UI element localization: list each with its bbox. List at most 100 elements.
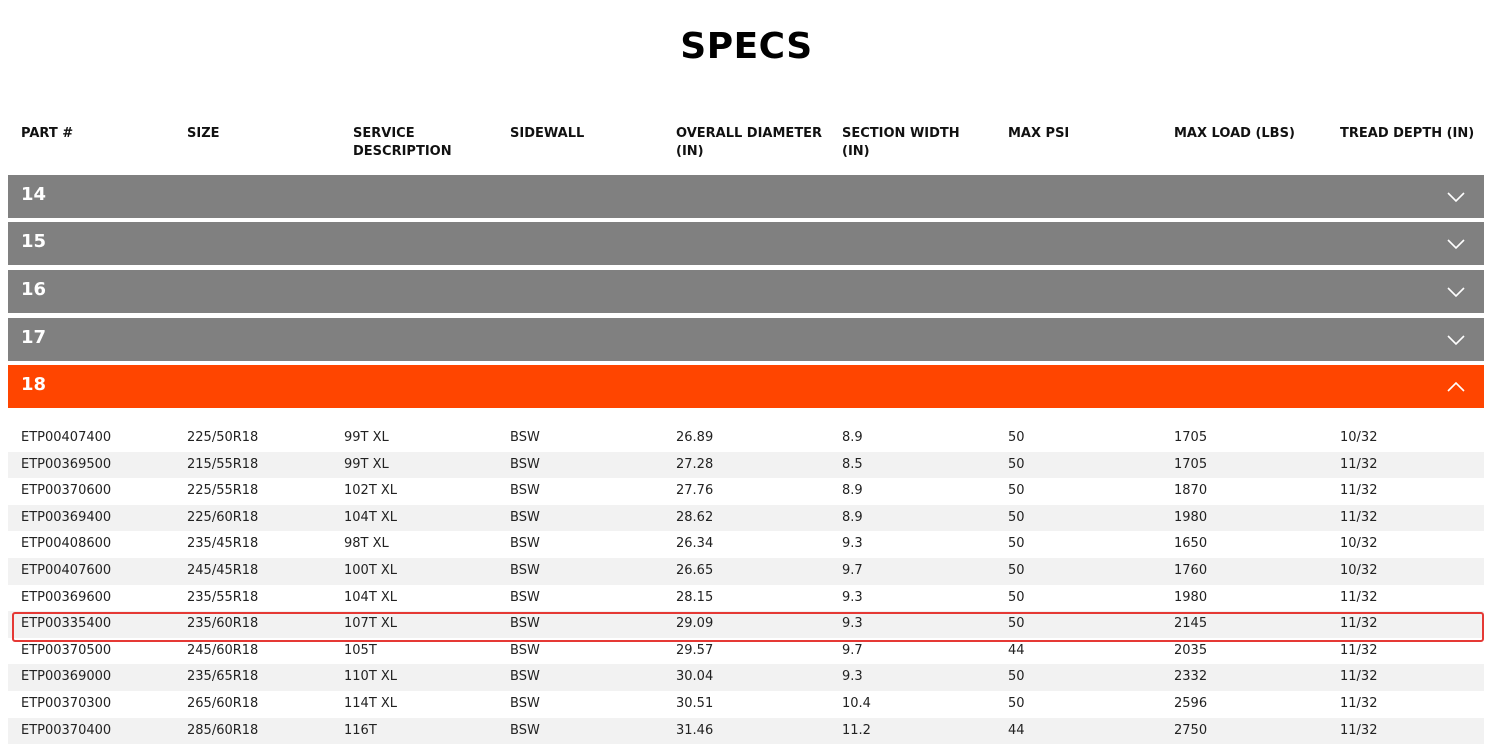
chevron-down-icon [1447, 192, 1465, 203]
cell-section-width: 8.5 [842, 456, 863, 472]
cell-size: 225/55R18 [187, 483, 259, 499]
cell-size: 215/55R18 [187, 456, 259, 472]
cell-size: 285/60R18 [187, 722, 259, 738]
column-header-size: SIZE [187, 126, 220, 141]
column-header-section-width: SECTION WIDTH (IN) [842, 126, 960, 159]
cell-overall-diameter: 30.51 [676, 695, 714, 711]
cell-max-psi: 50 [1008, 509, 1025, 525]
chevron-down-icon [1447, 335, 1465, 346]
cell-service-description: 100T XL [344, 562, 398, 578]
cell-max-psi: 50 [1008, 695, 1025, 711]
cell-max-psi: 50 [1008, 669, 1025, 685]
cell-max-psi: 50 [1008, 483, 1025, 499]
cell-max-psi: 44 [1008, 722, 1025, 738]
cell-service-description: 110T XL [344, 669, 398, 685]
cell-section-width: 8.9 [842, 483, 863, 499]
cell-max-psi: 44 [1008, 642, 1025, 658]
accordion-label: 15 [21, 231, 47, 252]
cell-overall-diameter: 29.57 [676, 642, 714, 658]
cell-tread-depth: 10/32 [1340, 536, 1378, 552]
cell-max-load: 2035 [1174, 642, 1208, 658]
accordion-section-15[interactable]: 15 [8, 222, 1484, 265]
cell-service-description: 116T [344, 722, 377, 738]
cell-service-description: 99T XL [344, 430, 389, 445]
accordion-section-14[interactable]: 14 [8, 175, 1484, 218]
cell-service-description: 114T XL [344, 695, 398, 711]
cell-tread-depth: 11/32 [1340, 642, 1378, 658]
cell-max-load: 1980 [1174, 509, 1208, 525]
cell-tread-depth: 11/32 [1340, 722, 1378, 738]
cell-overall-diameter: 26.34 [676, 536, 714, 552]
cell-overall-diameter: 26.65 [676, 562, 714, 578]
accordion-section-18[interactable]: 18 [8, 365, 1484, 408]
cell-section-width: 9.3 [842, 536, 863, 552]
cell-sidewall: BSW [510, 695, 540, 711]
table-row: ETP00369000 235/65R18 110T XL BSW 30.04 9.3 50… [8, 664, 1484, 691]
column-header-part: PART # [21, 126, 74, 141]
cell-part-number: ETP00407400 [21, 430, 112, 445]
cell-part-number: ETP00369400 [21, 509, 112, 525]
cell-sidewall: BSW [510, 722, 540, 738]
cell-max-psi: 50 [1008, 589, 1025, 605]
cell-max-psi: 50 [1008, 430, 1025, 445]
accordion-label: 14 [21, 184, 47, 205]
table-row: ETP00370500 245/60R18 105T BSW 29.57 9.7 44 203… [8, 638, 1484, 665]
table-row: ETP00407400 225/50R18 99T XL BSW 26.89 8.9 50 1… [8, 425, 1484, 452]
cell-section-width: 9.7 [842, 562, 863, 578]
cell-size: 245/60R18 [187, 642, 259, 658]
cell-tread-depth: 10/32 [1340, 430, 1378, 445]
cell-max-psi: 50 [1008, 562, 1025, 578]
cell-max-load: 2145 [1174, 616, 1208, 632]
cell-section-width: 11.2 [842, 722, 871, 738]
cell-max-load: 1980 [1174, 589, 1208, 605]
cell-size: 235/45R18 [187, 536, 259, 552]
cell-sidewall: BSW [510, 430, 540, 445]
cell-sidewall: BSW [510, 669, 540, 685]
cell-size: 265/60R18 [187, 695, 259, 711]
accordion-label: 17 [21, 327, 47, 348]
cell-tread-depth: 11/32 [1340, 616, 1378, 632]
cell-sidewall: BSW [510, 589, 540, 605]
accordion-section-16[interactable]: 16 [8, 270, 1484, 313]
cell-sidewall: BSW [510, 509, 540, 525]
cell-part-number: ETP00408600 [21, 536, 112, 552]
cell-service-description: 107T XL [344, 616, 398, 632]
cell-service-description: 99T XL [344, 456, 389, 472]
column-header-service-description: SERVICE DESCRIPTION [353, 126, 452, 159]
cell-service-description: 98T XL [344, 536, 389, 552]
cell-tread-depth: 10/32 [1340, 562, 1378, 578]
cell-part-number: ETP00369600 [21, 589, 112, 605]
cell-size: 225/50R18 [187, 430, 259, 445]
cell-overall-diameter: 30.04 [676, 669, 714, 685]
cell-max-psi: 50 [1008, 536, 1025, 552]
cell-section-width: 9.3 [842, 669, 863, 685]
cell-sidewall: BSW [510, 483, 540, 499]
cell-tread-depth: 11/32 [1340, 695, 1378, 711]
cell-part-number: ETP00407600 [21, 562, 112, 578]
cell-service-description: 105T [344, 642, 377, 658]
cell-service-description: 104T XL [344, 509, 398, 525]
cell-section-width: 10.4 [842, 695, 871, 711]
cell-max-psi: 50 [1008, 616, 1025, 632]
column-header-sidewall: SIDEWALL [510, 126, 585, 141]
cell-section-width: 8.9 [842, 430, 863, 445]
page-title: SPECS [680, 26, 813, 67]
table-row: ETP00369400 225/60R18 104T XL BSW 28.62 8.9 50… [8, 504, 1484, 532]
table-row: ETP00407600 245/45R18 100T XL BSW 26.65 9.7 50… [8, 557, 1484, 585]
column-header-tread-depth: TREAD DEPTH (IN) [1340, 126, 1475, 141]
cell-overall-diameter: 26.89 [676, 430, 714, 445]
accordion-label: 16 [21, 279, 47, 300]
spec-table-header: PART # SIZE SERVICE DESCRIPTION SIDEWALL… [8, 125, 1484, 165]
cell-max-load: 2596 [1174, 695, 1208, 711]
accordion-label: 18 [21, 374, 47, 395]
cell-section-width: 9.7 [842, 642, 863, 658]
table-row: ETP00370600 225/55R18 102T XL BSW 27.76 8.9 50… [8, 478, 1484, 505]
cell-overall-diameter: 28.15 [676, 589, 714, 605]
cell-size: 225/60R18 [187, 509, 259, 525]
accordion-section-17[interactable]: 17 [8, 318, 1484, 361]
table-row: ETP00370300 265/60R18 114T XL BSW 30.51 10.4 5… [8, 691, 1484, 718]
cell-overall-diameter: 31.46 [676, 722, 714, 738]
column-header-max-load: MAX LOAD (LBS) [1174, 126, 1295, 141]
table-row: ETP00408600 235/45R18 98T XL BSW 26.34 9.3 50 1… [8, 531, 1484, 558]
cell-size: 235/60R18 [187, 616, 259, 632]
